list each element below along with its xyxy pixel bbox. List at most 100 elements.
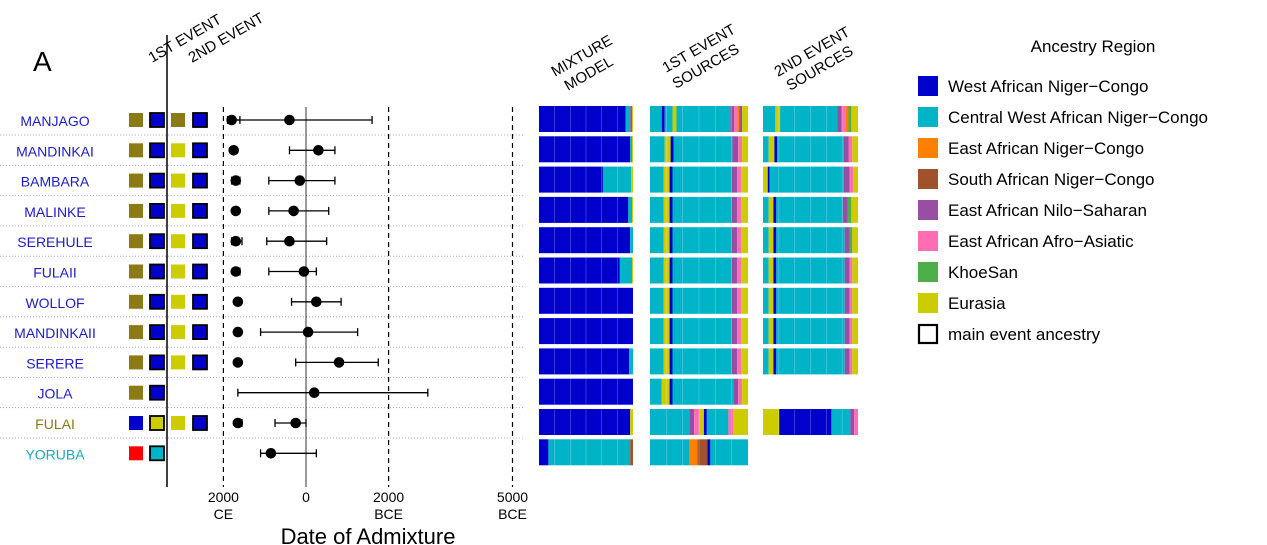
ancestry-segment	[669, 287, 673, 314]
ancestry-segment	[850, 409, 855, 435]
ancestry-segment	[776, 257, 845, 284]
population-row: JOLA	[0, 378, 748, 409]
ancestry-segment	[768, 287, 774, 314]
ancestry-segment	[848, 106, 852, 132]
panel-label: A	[33, 46, 52, 77]
ancestry-segment	[672, 287, 732, 314]
ancestry-segment	[731, 196, 738, 223]
first-event-sources-bar	[650, 409, 748, 435]
population-label: MANDINKAI	[16, 143, 94, 159]
population-row: MANJAGO	[0, 106, 858, 136]
main-event-ancestry-square	[192, 324, 208, 341]
ancestry-segment	[763, 318, 769, 345]
ancestry-segment	[849, 227, 853, 254]
ancestry-segment	[661, 106, 665, 132]
ancestry-segment	[734, 106, 738, 132]
ancestry-segment	[539, 439, 549, 466]
main-event-ancestry-square	[192, 142, 208, 159]
population-row: MALINKE	[0, 196, 858, 227]
ancestry-segment	[703, 409, 707, 435]
x-tick-label: 5000	[497, 489, 528, 505]
ancestry-segment	[737, 227, 742, 254]
ancestry-segment	[852, 287, 858, 314]
legend-outline-swatch	[917, 323, 939, 345]
second-event-date-point	[284, 114, 295, 126]
ancestry-segment	[776, 318, 845, 345]
ancestry-segment	[849, 257, 853, 284]
ancestry-segment	[629, 348, 633, 375]
mixture-model-bar	[539, 287, 633, 314]
ancestry-segment	[853, 166, 858, 193]
mixture-model-bar	[539, 439, 633, 466]
main-event-ancestry-square	[149, 384, 165, 401]
ancestry-segment	[628, 196, 633, 223]
ancestry-segment	[843, 136, 849, 163]
ancestry-segment	[672, 378, 734, 405]
mixture-model-bar	[539, 318, 633, 345]
ancestry-segment	[742, 378, 748, 405]
second-event-date-point	[302, 326, 314, 338]
ancestry-segment	[548, 439, 631, 466]
ancestry-segment	[852, 348, 858, 375]
ancestry-segment	[539, 227, 631, 254]
ancestry-segment	[539, 409, 631, 435]
ancestry-segment	[773, 287, 777, 314]
ancestry-segment	[663, 196, 670, 223]
population-label: YORUBA	[25, 446, 85, 462]
main-event-ancestry-square	[149, 324, 165, 341]
ancestry-segment	[632, 106, 633, 132]
ancestry-segment	[673, 136, 733, 163]
ancestry-segment	[630, 227, 633, 254]
ancestry-segment	[672, 257, 732, 284]
mixture-model-bar	[539, 166, 633, 193]
second-event-sources-bar	[763, 257, 858, 284]
second-event-date-point	[294, 175, 306, 186]
ancestry-segment	[779, 409, 832, 435]
event-ancestry-square	[129, 143, 143, 158]
mixture-model-bar	[539, 136, 633, 163]
x-tick-label: 2000	[373, 489, 404, 505]
main-event-ancestry-square	[192, 354, 208, 371]
ancestry-segment	[843, 166, 850, 193]
event-ancestry-square	[171, 294, 185, 309]
ancestry-segment	[539, 318, 633, 345]
legend-swatch	[918, 107, 938, 127]
ancestry-segment	[650, 439, 690, 466]
ancestry-segment	[849, 166, 854, 193]
event-ancestry-square	[171, 264, 185, 279]
population-rows: MANJAGO MANDINKAI BAMBARA MALINKE SEREHULE FU…	[0, 106, 858, 466]
ancestry-segment	[768, 196, 774, 223]
ancestry-segment	[625, 106, 631, 132]
legend-item-label: East African Niger−Congo	[948, 139, 1144, 158]
first-event-date-point	[232, 357, 244, 368]
ancestry-segment	[650, 409, 690, 435]
second-event-sources-header: 2ND EVENT SOURCES	[772, 24, 857, 95]
x-tick-sublabel: BCE	[374, 506, 403, 522]
main-event-ancestry-square	[149, 172, 165, 189]
ancestry-segment	[661, 378, 670, 405]
main-event-ancestry-square	[149, 202, 165, 219]
first-event-date-point	[228, 145, 240, 156]
ancestry-segment	[650, 166, 664, 193]
x-tick-label: 2000	[208, 489, 239, 505]
second-event-sources-bar	[763, 318, 858, 345]
event-ancestry-square	[129, 264, 143, 279]
ancestry-segment	[739, 106, 743, 132]
mixture-model-header: MIXTURE MODEL	[549, 32, 617, 94]
mixture-model-bar	[539, 409, 633, 435]
ancestry-segment	[630, 106, 633, 132]
second-event-sources-bar	[763, 409, 858, 435]
main-event-ancestry-square	[192, 233, 208, 250]
first-event-sources-bar	[650, 136, 748, 163]
ancestry-segment	[742, 106, 748, 132]
ancestry-segment	[776, 196, 843, 223]
mixture-model-bar	[539, 196, 633, 223]
second-event-sources-bar	[763, 196, 858, 223]
event-ancestry-square	[171, 203, 185, 218]
ancestry-segment	[768, 257, 774, 284]
mixture-model-bar	[539, 348, 633, 375]
first-event-date-point	[265, 448, 277, 459]
first-event-sources-bar	[650, 318, 748, 345]
ancestry-segment	[768, 227, 774, 254]
